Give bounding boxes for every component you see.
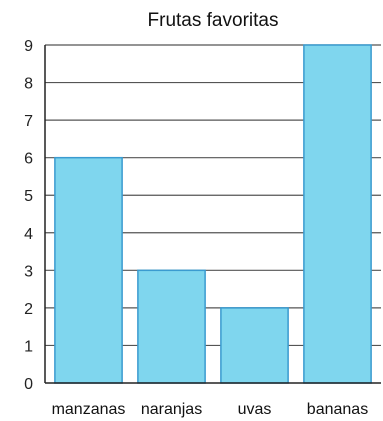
y-tick-label-5: 5 (24, 188, 33, 205)
bar-uvas (220, 307, 289, 384)
axes (44, 45, 381, 384)
x-axis-category-labels: manzanas naranjas uvas bananas (52, 401, 369, 418)
y-tick-label-2: 2 (24, 301, 33, 318)
y-tick-label-8: 8 (24, 76, 33, 93)
chart-title: Frutas favoritas (148, 10, 279, 31)
x-category-label-bananas: bananas (307, 401, 368, 418)
y-tick-label-6: 6 (24, 151, 33, 168)
y-tick-label-4: 4 (24, 226, 33, 243)
x-category-label-naranjas: naranjas (141, 401, 202, 418)
bars (54, 44, 372, 384)
y-tick-label-9: 9 (24, 38, 33, 55)
x-category-label-manzanas: manzanas (52, 401, 126, 418)
y-tick-label-3: 3 (24, 263, 33, 280)
bar-bananas (303, 44, 372, 384)
bar-naranjas (137, 269, 206, 384)
y-axis-tick-labels: 0 1 2 3 4 5 6 7 8 9 (24, 38, 33, 393)
x-category-label-uvas: uvas (238, 401, 272, 418)
y-tick-label-1: 1 (24, 338, 33, 355)
y-tick-label-7: 7 (24, 113, 33, 130)
bar-manzanas (54, 156, 123, 384)
y-tick-label-0: 0 (24, 376, 33, 393)
